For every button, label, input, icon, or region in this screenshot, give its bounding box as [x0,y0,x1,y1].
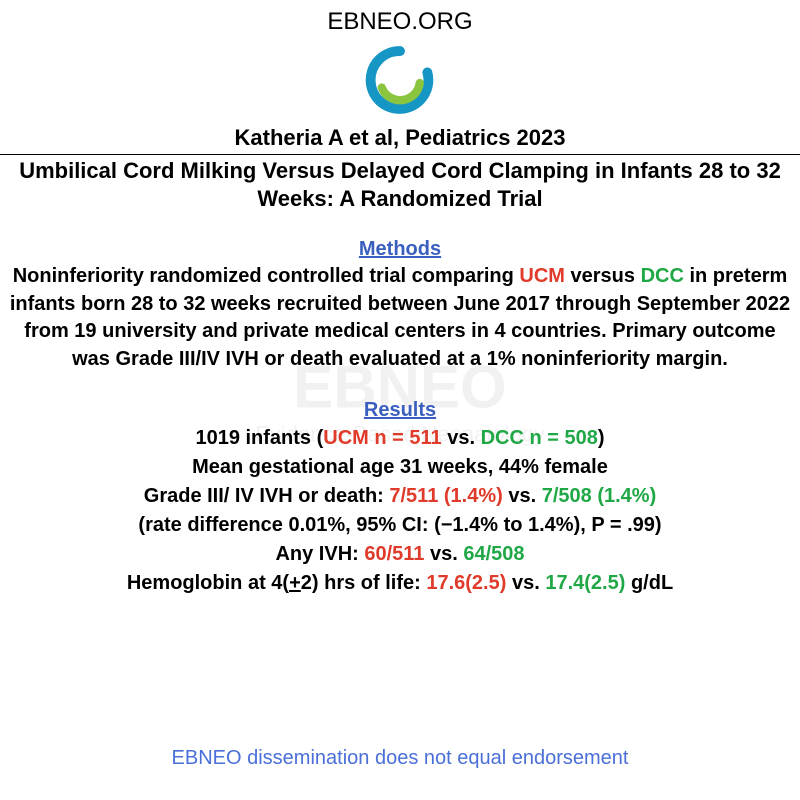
results-line5: Any IVH: 60/511 vs. 64/508 [0,540,800,569]
results-heading: Results [0,399,800,422]
r3-dcc: 7/508 (1.4%) [542,485,657,507]
r1a: 1019 infants ( [195,427,323,449]
methods-ucm: UCM [519,265,565,287]
r5-ucm: 60/511 [364,543,424,565]
r6-ucm: 17.6(2.5) [426,572,506,594]
r1-ucm: UCM n = 511 [323,427,441,449]
r5a: Any IVH: [275,543,364,565]
logo [0,42,800,123]
methods-heading: Methods [0,238,800,261]
logo-icon [360,42,440,118]
results-line4: (rate difference 0.01%, 95% CI: (−1.4% t… [0,511,800,540]
r1b: vs. [442,427,481,449]
results-line3: Grade III/ IV IVH or death: 7/511 (1.4%)… [0,482,800,511]
r3-ucm: 7/511 (1.4%) [389,485,502,507]
r6b: vs. [506,572,545,594]
methods-mid1: versus [565,265,641,287]
r3a: Grade III/ IV IVH or death: [144,485,390,507]
r6c: g/dL [625,572,673,594]
results-line6: Hemoglobin at 4(+2) hrs of life: 17.6(2.… [0,569,800,598]
r5-dcc: 64/508 [463,543,524,565]
results-line2: Mean gestational age 31 weeks, 44% femal… [0,453,800,482]
methods-pre: Noninferiority randomized controlled tri… [13,265,520,287]
results-line1: 1019 infants (UCM n = 511 vs. DCC n = 50… [0,424,800,453]
infographic-content: EBNEO.ORG Katheria A et al, Pediatrics 2… [0,0,800,800]
r5b: vs. [424,543,463,565]
r6a: Hemoglobin at 4( [127,572,289,594]
r3b: vs. [503,485,542,507]
r6-dcc: 17.4(2.5) [545,572,625,594]
r1c: ) [598,427,605,449]
methods-dcc: DCC [641,265,684,287]
disclaimer: EBNEO dissemination does not equal endor… [0,747,800,770]
site-name: EBNEO.ORG [0,0,800,36]
methods-text: Noninferiority randomized controlled tri… [0,263,800,373]
r1-dcc: DCC n = 508 [481,427,598,449]
citation: Katheria A et al, Pediatrics 2023 [0,125,800,154]
r6a2: 2) hrs of life: [301,572,427,594]
study-title: Umbilical Cord Milking Versus Delayed Co… [0,155,800,212]
r6pm: + [289,572,301,594]
